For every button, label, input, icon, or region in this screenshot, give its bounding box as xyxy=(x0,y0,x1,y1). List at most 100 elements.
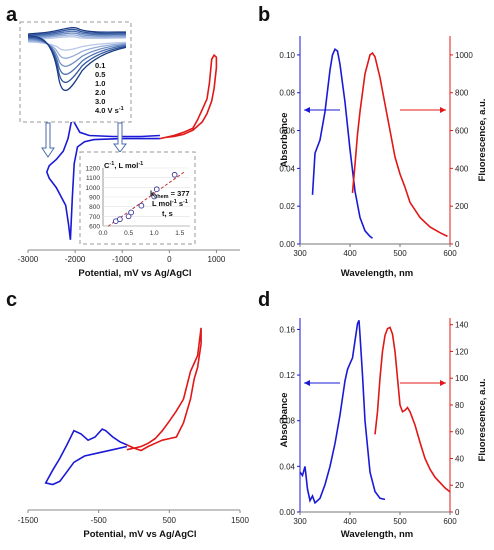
panel-c: c -1500 -500 500 1500 Potential, mV vs Ag/A… xyxy=(6,289,249,540)
inset-fit-y-tick: 800 xyxy=(89,204,100,211)
right-y-tick-label: 20 xyxy=(455,481,464,490)
right-y-tick-label: 40 xyxy=(455,454,464,463)
panel-letter-a: a xyxy=(6,4,18,26)
inset-scan-rate-labels: 0.10.51.02.03.04.0 V s-1 xyxy=(95,61,124,115)
right-y-tick-label: 1000 xyxy=(455,51,473,60)
series-left xyxy=(299,319,386,505)
inset-fit-y-label: C-1, L mol-1 xyxy=(104,161,143,170)
panel-d-y-right-label: Fluorescence, a.u. xyxy=(477,379,488,462)
inset-fit-x-tick: 1.0 xyxy=(150,230,159,237)
inset-scan-rate-label: 0.5 xyxy=(95,70,105,79)
left-y-tick-label: 0.12 xyxy=(279,371,295,380)
right-y-tick-label: 800 xyxy=(455,89,469,98)
x-tick-label: 500 xyxy=(393,249,407,258)
panel-c-x-tick-label: -500 xyxy=(91,516,108,525)
panel-a-x-tick-label: -1000 xyxy=(112,255,133,264)
series-left xyxy=(311,47,373,239)
panel-letter-d: d xyxy=(258,289,270,311)
x-tick-label: 600 xyxy=(443,517,457,526)
series-right xyxy=(351,51,448,238)
panel-c-x-tick-label: -1500 xyxy=(18,516,39,525)
panel-c-series-1 xyxy=(126,327,202,452)
left-y-tick-label: 0.06 xyxy=(279,127,295,136)
left-y-tick-label: 0.08 xyxy=(279,89,295,98)
panel-letter-c: c xyxy=(6,289,17,311)
left-axis-arrowhead xyxy=(304,107,310,113)
inset-cv-curve xyxy=(27,26,127,91)
x-tick-label: 400 xyxy=(343,249,357,258)
left-axis-arrowhead xyxy=(304,380,310,386)
right-y-tick-label: 0 xyxy=(455,240,460,249)
left-y-tick-label: 0.02 xyxy=(279,202,295,211)
x-tick-label: 400 xyxy=(343,517,357,526)
right-y-tick-label: 60 xyxy=(455,428,464,437)
panel-c-series-0 xyxy=(44,428,128,486)
inset-fit-point xyxy=(151,193,158,200)
right-y-tick-label: 80 xyxy=(455,401,464,410)
panel-a-x-ticks: -3000 -2000 -1000 0 1000 xyxy=(18,250,226,264)
inset-fit-y-tick: 1100 xyxy=(86,175,100,182)
right-y-tick-label: 120 xyxy=(455,347,469,356)
left-y-tick-label: 0.04 xyxy=(279,462,295,471)
inset-scan-rates: 0.10.51.02.03.04.0 V s-1 xyxy=(19,21,132,123)
left-y-tick-label: 0.04 xyxy=(279,164,295,173)
panel-c-plot xyxy=(44,327,202,486)
panel-a-x-tick-label: -2000 xyxy=(65,255,86,264)
inset-fit-point xyxy=(125,213,132,220)
panel-c-x-label: Potential, mV vs Ag/AgCl xyxy=(83,529,196,540)
inset-fit-x-tick: 0.5 xyxy=(124,230,133,237)
inset-fit-plot: 600 700 800 900 1000 1100 1200 0.0 0.5 1.0 1.5 xyxy=(86,166,190,237)
inset-fit-x-tick: 1.5 xyxy=(175,230,184,237)
panel-d-x-label: Wavelength, nm xyxy=(341,529,414,540)
right-axis-arrowhead xyxy=(440,107,446,113)
panel-a-x-label: Potential, mV vs Ag/AgCl xyxy=(78,268,191,279)
inset-fit-y-tick: 600 xyxy=(89,224,100,231)
right-y-tick-label: 140 xyxy=(455,321,469,330)
inset-fit-y-tick: 1000 xyxy=(86,185,101,192)
x-tick-label: 300 xyxy=(293,517,307,526)
panel-c-x-ticks: -1500 -500 500 1500 xyxy=(18,510,249,525)
right-y-tick-label: 200 xyxy=(455,202,469,211)
panel-a-x-tick-label: 0 xyxy=(167,255,172,264)
panel-d: d 0.00 0.04 0.08 0.12 0.16 0 20 40 60 80 100 120 140… xyxy=(258,289,488,540)
inset-scan-rate-label: 0.1 xyxy=(95,61,105,70)
panel-a-plot xyxy=(45,53,218,240)
inset-fit-point xyxy=(138,202,145,209)
panel-b-x-label: Wavelength, nm xyxy=(341,268,414,279)
panel-letter-b: b xyxy=(258,4,270,26)
inset-fit-y-tick: 1200 xyxy=(86,166,101,173)
inset-fit-point xyxy=(153,186,160,193)
inset-arrow-right xyxy=(113,122,127,153)
inset-fit-point xyxy=(171,171,178,178)
left-y-tick-label: 0.00 xyxy=(279,508,295,517)
right-y-tick-label: 0 xyxy=(455,508,460,517)
panel-a: a -3000 -2000 -1000 0 1000 Potential, mV vs … xyxy=(6,4,240,279)
inset-fit-x-label: t, s xyxy=(162,209,173,218)
x-tick-label: 600 xyxy=(443,249,457,258)
panel-d-y-left-label: Absorbance xyxy=(279,393,290,448)
inset-cv-curves xyxy=(27,26,127,91)
inset-scan-rate-label: 4.0 V s-1 xyxy=(95,106,124,115)
x-tick-label: 500 xyxy=(393,517,407,526)
x-tick-label: 300 xyxy=(293,249,307,258)
left-y-tick-label: 0.10 xyxy=(279,51,295,60)
panel-a-series-0 xyxy=(45,118,160,240)
inset-fit-point xyxy=(128,209,134,216)
left-y-tick-label: 0.08 xyxy=(279,417,295,426)
inset-fit-x-tick: 0.0 xyxy=(98,230,107,237)
inset-scan-rate-label: 2.0 xyxy=(95,88,105,97)
left-y-tick-label: 0.16 xyxy=(279,325,295,334)
panel-b-y-left-label: Absorbance xyxy=(279,113,290,168)
right-y-tick-label: 100 xyxy=(455,374,469,383)
right-y-tick-label: 600 xyxy=(455,127,469,136)
panel-a-x-tick-label: 1000 xyxy=(208,255,226,264)
inset-kinetic-fit: 600 700 800 900 1000 1100 1200 0.0 0.5 1.0 1.5 C-1… xyxy=(79,151,196,245)
panel-c-x-tick-label: 1500 xyxy=(231,516,249,525)
inset-scan-rate-label: 3.0 xyxy=(95,97,105,106)
left-y-tick-label: 0.00 xyxy=(279,240,295,249)
right-axis-arrowhead xyxy=(440,380,446,386)
panel-a-series-1 xyxy=(159,53,218,140)
inset-fit-k-units: L mol-1 s-1 xyxy=(152,199,188,208)
right-y-tick-label: 400 xyxy=(455,164,469,173)
